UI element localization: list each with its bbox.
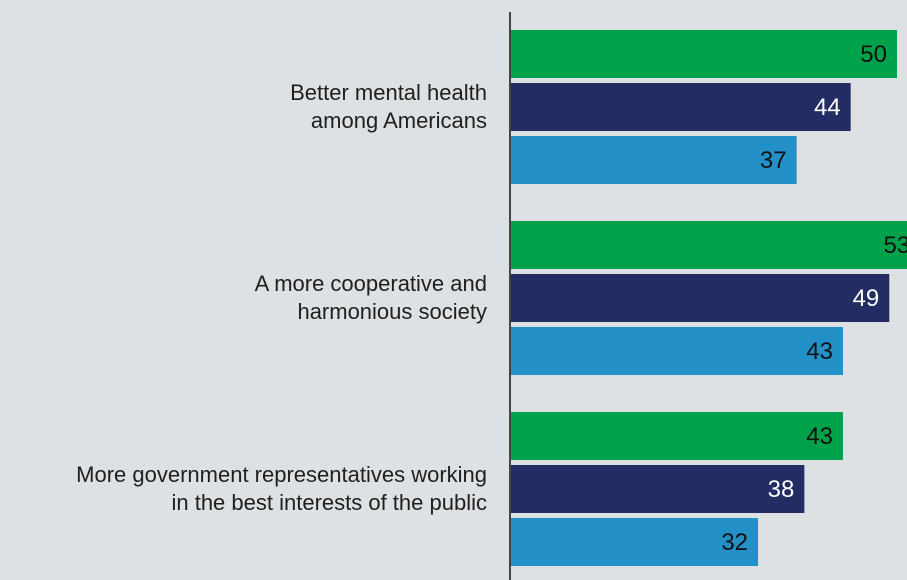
bar-value-label: 49	[853, 285, 880, 312]
category-label: Better mental health among Americans	[290, 80, 487, 133]
bar-value-label: 44	[814, 94, 841, 121]
bar-value-label: 37	[760, 147, 787, 174]
bar-value-label: 38	[768, 476, 795, 503]
bar	[511, 221, 907, 269]
category-label-line: among Americans	[311, 108, 487, 133]
category-label: More government representatives working i…	[76, 462, 487, 515]
category-label: A more cooperative and harmonious society	[255, 271, 487, 324]
bar	[511, 327, 843, 375]
category-group: 43 38 32 More government representatives wo…	[76, 412, 843, 566]
category-label-line: in the best interests of the public	[171, 490, 487, 515]
bar-value-label: 32	[721, 529, 748, 556]
bar-value-label: 43	[806, 338, 833, 365]
bar-value-label: 53	[883, 232, 907, 259]
bar	[511, 465, 805, 513]
category-label-line: harmonious society	[297, 299, 487, 324]
category-group: 50 44 37 Better mental health among American…	[290, 30, 897, 184]
bar-value-label: 50	[860, 41, 887, 68]
category-label-line: Better mental health	[290, 80, 487, 105]
category-label-line: A more cooperative and	[255, 271, 487, 296]
bar	[511, 518, 759, 566]
bar-value-label: 43	[806, 423, 833, 450]
bar	[511, 30, 897, 78]
bar	[511, 136, 797, 184]
bar	[511, 83, 851, 131]
bar	[511, 274, 890, 322]
category-label-line: More government representatives working	[76, 462, 487, 487]
bar	[511, 412, 843, 460]
